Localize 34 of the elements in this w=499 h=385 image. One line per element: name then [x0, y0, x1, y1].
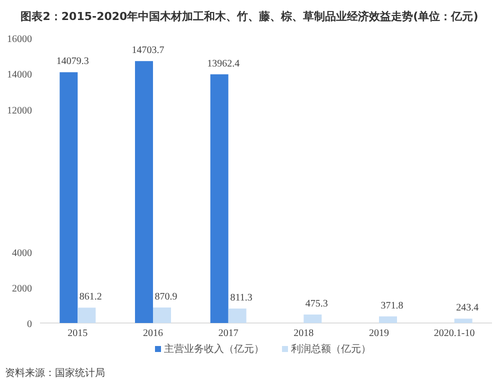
- x-tick-label: 2016: [143, 328, 163, 339]
- x-tick-label: 2015: [68, 328, 88, 339]
- bar: [135, 61, 153, 323]
- data-label: 861.2: [79, 292, 102, 303]
- x-tick-label: 2018: [294, 328, 314, 339]
- bar: [379, 316, 397, 323]
- x-tick-label: 2017: [218, 328, 238, 339]
- text: 资料来源：国家统计局: [5, 367, 105, 379]
- data-label: 811.3: [230, 292, 252, 304]
- x-tick-label: 2020.1-10: [434, 328, 475, 339]
- y-tick-label: 12000: [7, 105, 32, 116]
- bar: [60, 72, 78, 323]
- bar: [78, 308, 96, 323]
- y-tick-label: 2000: [12, 283, 32, 294]
- bar: [228, 308, 246, 323]
- data-label: 13962.4: [207, 58, 240, 70]
- legend-label: 主营业务收入（亿元）: [164, 343, 264, 355]
- y-tick-label: 16000: [7, 34, 32, 45]
- y-tick-label: 14000: [7, 70, 32, 81]
- data-label: 371.8: [380, 300, 404, 312]
- data-label: 243.4: [456, 302, 479, 314]
- bar: [304, 314, 322, 323]
- chart-title: 图表2：2015-2020年中国木材加工和木、竹、藤、棕、草制品业经济效益走势(单位：亿元): [20, 10, 478, 23]
- bar: [153, 307, 171, 323]
- data-label: 870.9: [154, 291, 178, 302]
- data-label: 475.3: [305, 298, 328, 310]
- data-label: 14079.3: [56, 56, 89, 68]
- data-label: 14703.7: [132, 45, 164, 56]
- y-tick-label: 4000: [12, 248, 32, 259]
- y-tick-label: 0: [27, 319, 32, 330]
- bar: [210, 74, 228, 323]
- legend-label: 利润总额（亿元）: [291, 343, 371, 355]
- bar: [454, 318, 472, 323]
- x-tick-label: 2019: [369, 328, 389, 339]
